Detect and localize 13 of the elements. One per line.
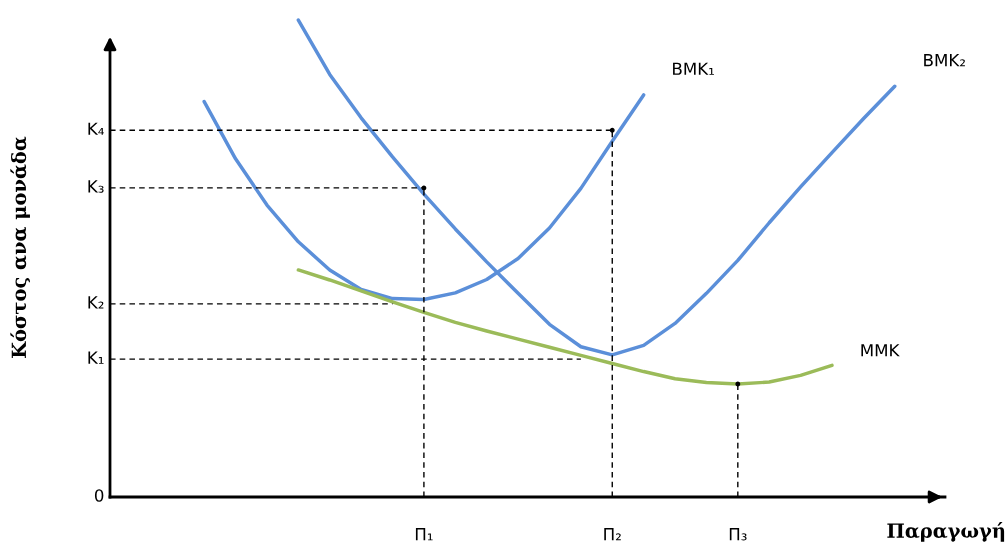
series-label: Κ₃ <box>88 180 104 193</box>
text: BMK₂ <box>924 54 965 67</box>
series-label: MMK <box>861 344 900 357</box>
text: 0 <box>94 489 104 502</box>
series-label: Κ₄ <box>88 122 104 135</box>
x-axis-title: Παραγωγή <box>887 522 1005 542</box>
y-axis-title: Κόστος ανα μονάδα <box>10 136 30 358</box>
series-label: Κ₂ <box>88 296 104 309</box>
x-tick-label: Π₃ <box>729 528 747 541</box>
text: BMK₁ <box>673 62 714 75</box>
x-tick-label: Π₂ <box>604 528 621 541</box>
x-tick-label: Π₁ <box>415 528 433 541</box>
series-label: Κ₁ <box>88 351 104 364</box>
